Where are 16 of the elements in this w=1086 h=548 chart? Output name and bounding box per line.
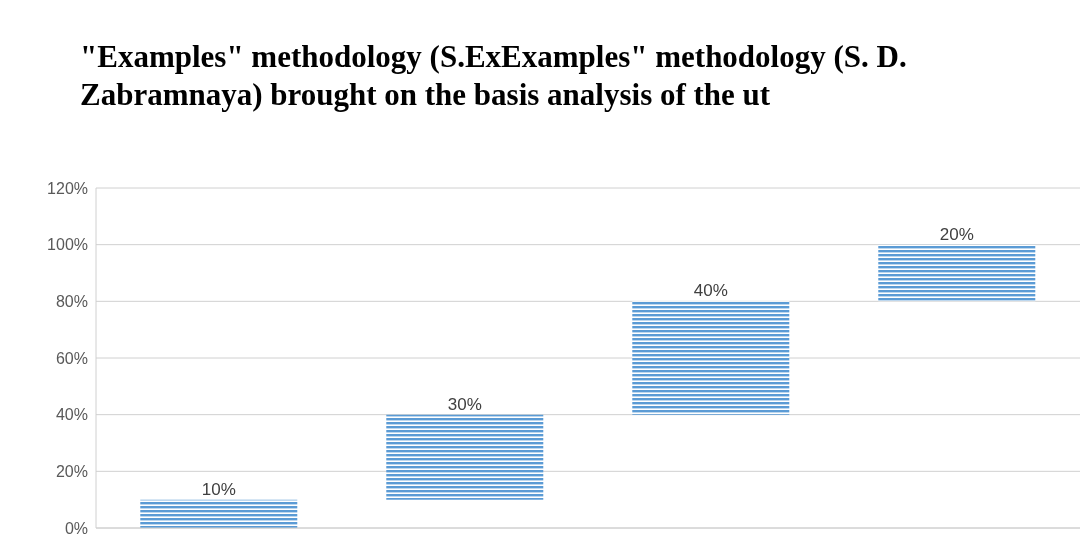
y-tick-label: 60%: [55, 349, 88, 367]
bar: [140, 499, 298, 528]
data-label: 10%: [201, 479, 236, 499]
y-tick-label: 20%: [55, 463, 88, 481]
y-tick-label: 0%: [64, 519, 88, 537]
bar: [386, 414, 544, 500]
data-label: 20%: [939, 224, 974, 244]
y-tick-label: 120%: [47, 179, 88, 197]
y-tick-label: 100%: [47, 236, 88, 254]
bar: [632, 301, 790, 415]
bar: [878, 244, 1036, 302]
y-tick-label: 80%: [55, 293, 88, 311]
chart-title: "Examples" methodology (S.ExExamples" methodology (S. D. Zabramnaya) brought on the basis analysis of the ut: [79, 38, 908, 114]
data-label: 30%: [447, 394, 482, 414]
data-label: 40%: [693, 281, 728, 301]
y-tick-label: 40%: [55, 406, 88, 424]
